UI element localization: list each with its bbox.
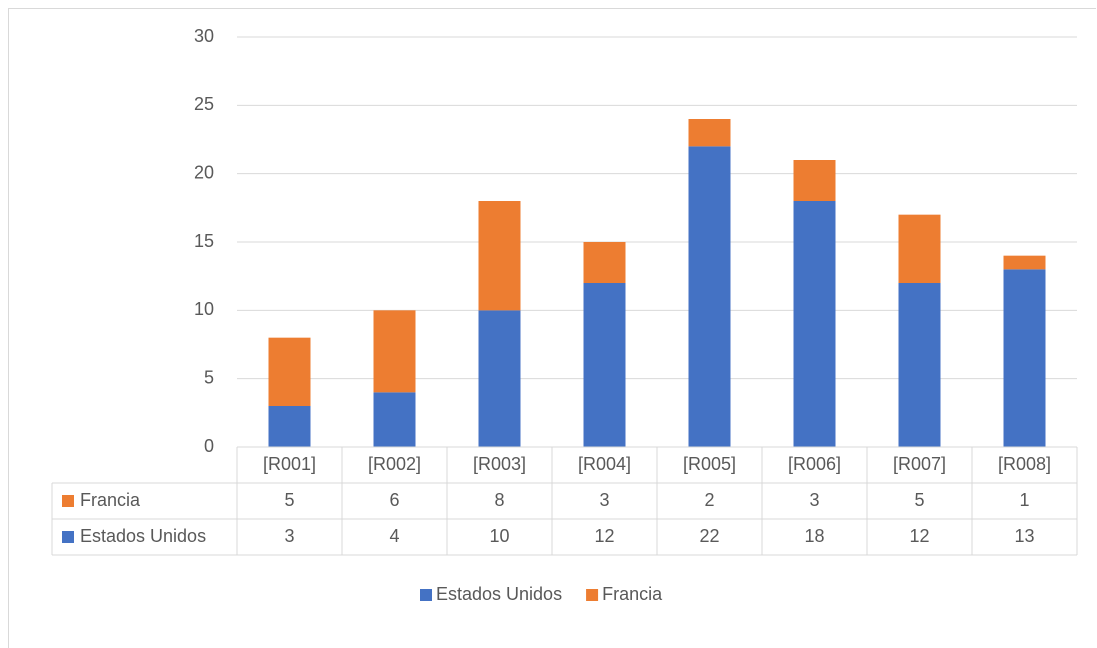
table-legend-key xyxy=(62,495,74,507)
table-value: 4 xyxy=(389,526,399,546)
table-value: 8 xyxy=(494,490,504,510)
category-label: [R007] xyxy=(893,454,946,474)
category-label: [R008] xyxy=(998,454,1051,474)
y-tick-label: 15 xyxy=(194,231,214,251)
bar-segment xyxy=(268,337,311,406)
chart-frame xyxy=(8,8,1096,648)
category-label: [R005] xyxy=(683,454,736,474)
category-label: [R004] xyxy=(578,454,631,474)
bar-segment xyxy=(793,160,836,201)
bar-segment xyxy=(478,201,521,311)
bar-segment xyxy=(898,283,941,447)
y-tick-label: 30 xyxy=(194,26,214,46)
table-value: 12 xyxy=(594,526,614,546)
legend-key xyxy=(586,589,599,601)
legend-key xyxy=(420,589,432,601)
bar-segment xyxy=(793,201,836,447)
table-value: 5 xyxy=(914,490,924,510)
table-value: 12 xyxy=(909,526,929,546)
table-value: 10 xyxy=(489,526,509,546)
bar-segment xyxy=(1003,269,1046,447)
y-tick-label: 0 xyxy=(204,436,214,456)
table-value: 3 xyxy=(809,490,819,510)
table-value: 5 xyxy=(284,490,294,510)
bar-segment xyxy=(478,310,521,447)
table-row-label: Francia xyxy=(80,490,141,510)
data-table: [R001] [R002] [R003] [R004] [R005] [R006] [R00… xyxy=(51,446,1078,556)
table-value: 3 xyxy=(284,526,294,546)
category-label: [R001] xyxy=(263,454,316,474)
table-value: 2 xyxy=(704,490,714,510)
table-value: 13 xyxy=(1014,526,1034,546)
legend: Estados Unidos Francia xyxy=(420,584,663,604)
bar-segment xyxy=(583,283,626,447)
table-value: 22 xyxy=(699,526,719,546)
table-row-label: Estados Unidos xyxy=(80,526,206,546)
y-tick-label: 25 xyxy=(194,94,214,114)
bar-segment xyxy=(1003,255,1046,270)
y-axis-ticks: 0 5 10 15 20 25 30 xyxy=(194,26,214,456)
category-label: [R006] xyxy=(788,454,841,474)
bar-segment xyxy=(373,310,416,393)
table-value: 18 xyxy=(804,526,824,546)
bar-segment xyxy=(688,119,731,147)
bar-segment xyxy=(373,392,416,447)
table-value: 6 xyxy=(389,490,399,510)
y-tick-label: 5 xyxy=(204,367,214,387)
y-tick-label: 20 xyxy=(194,162,214,182)
bar-segment xyxy=(268,406,311,447)
bars xyxy=(268,119,1046,448)
legend-label: Francia xyxy=(602,584,663,604)
table-value: 1 xyxy=(1019,490,1029,510)
y-tick-label: 10 xyxy=(194,299,214,319)
legend-label: Estados Unidos xyxy=(436,584,562,604)
table-legend-key xyxy=(62,531,74,543)
table-value: 3 xyxy=(599,490,609,510)
bar-segment xyxy=(688,146,731,448)
category-label: [R002] xyxy=(368,454,421,474)
category-label: [R003] xyxy=(473,454,526,474)
gridlines xyxy=(237,36,1077,380)
bar-segment xyxy=(583,242,626,283)
bar-segment xyxy=(898,214,941,283)
